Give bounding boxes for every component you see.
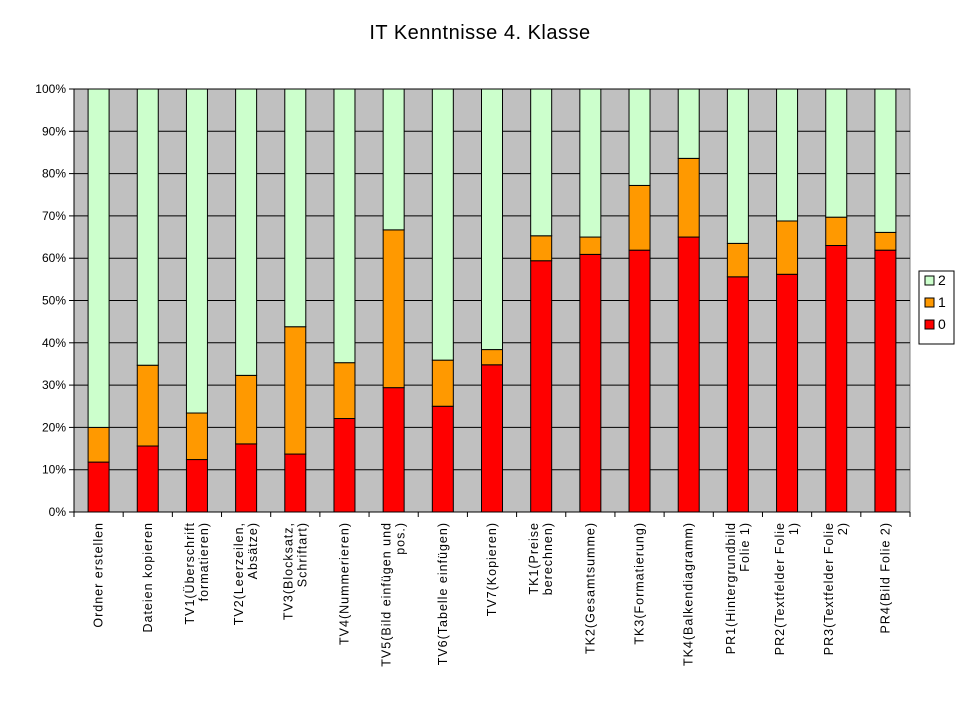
legend-swatch-2 <box>924 275 935 286</box>
bar-segment-series-2 <box>87 88 110 428</box>
bar-segment-series-2 <box>235 88 258 376</box>
bar-segment-series-1 <box>825 216 848 247</box>
bar-segment-series-0 <box>726 276 749 513</box>
bar-segment-series-1 <box>136 364 159 447</box>
bar-segment-series-1 <box>185 412 208 461</box>
bar-segment-series-1 <box>628 184 651 251</box>
bar-segment-series-0 <box>874 249 897 513</box>
bar-segment-series-1 <box>776 220 799 275</box>
bar-segment-series-1 <box>382 229 405 389</box>
legend-label-2: 2 <box>938 272 946 288</box>
y-tick-label: 50% <box>42 294 66 308</box>
x-tick-label: PR4(Bild Folie 2) <box>878 522 892 633</box>
bar-segment-series-0 <box>579 253 602 513</box>
y-tick-label: 60% <box>42 251 66 265</box>
x-tick-label: TV7(Kopieren) <box>485 522 499 616</box>
bar-segment-series-1 <box>726 242 749 278</box>
bar-segment-series-1 <box>87 426 110 463</box>
bar-segment-series-0 <box>136 445 159 513</box>
x-tick-label: TV3(Blocksatz,Schriftart) <box>281 522 309 620</box>
bar-segment-series-1 <box>874 231 897 251</box>
x-tick-label: TV6(Tabelle einfügen) <box>436 522 450 665</box>
bar-segment-series-0 <box>235 443 258 513</box>
bar-segment-series-0 <box>87 461 110 513</box>
bar-segment-series-2 <box>677 88 700 159</box>
bar-segment-series-2 <box>333 88 356 364</box>
legend: 2 1 0 <box>918 270 955 345</box>
y-tick-labels: 0% 10% 20% 30% 40% 50% 60% 70% 80% 90% 100% <box>35 82 66 519</box>
bar-segment-series-2 <box>825 88 848 218</box>
bar-segment-series-0 <box>382 387 405 513</box>
x-tick-label: TV4(Nummerieren) <box>338 522 352 645</box>
x-tick-label: PR1(HintergrundbildFolie 1) <box>724 522 752 654</box>
bar-segment-series-1 <box>235 374 258 445</box>
x-tick-label: PR3(Textfelder Folie2) <box>822 522 850 655</box>
x-tick-labels: Ordner erstellen Dateien kopieren TV1(Über… <box>92 522 893 667</box>
bar-segment-series-2 <box>874 88 897 233</box>
bar-segment-series-0 <box>284 453 307 513</box>
y-tick-label: 100% <box>35 82 66 96</box>
x-tick-label: Ordner erstellen <box>92 522 106 628</box>
bar-segment-series-0 <box>333 418 356 513</box>
bar-segment-series-1 <box>284 326 307 455</box>
bar-segment-series-1 <box>579 236 602 255</box>
chart-title: IT Kenntnisse 4. Klasse <box>369 22 591 44</box>
bar-segment-series-1 <box>431 359 454 407</box>
y-tick-label: 30% <box>42 378 66 392</box>
y-tick-label: 90% <box>42 124 66 138</box>
bar-segment-series-2 <box>628 88 651 186</box>
x-tick-label: PR2(Textfelder Folie1) <box>773 522 801 655</box>
x-tick-label: TK2(Gesamtsumme) <box>583 522 597 654</box>
legend-swatch-0 <box>924 319 935 330</box>
legend-label-1: 1 <box>938 294 946 310</box>
y-tick-label: 20% <box>42 420 66 434</box>
x-tick-label: TK1(Preiseberechnen) <box>527 522 555 595</box>
y-tick-label: 70% <box>42 209 66 223</box>
bar-segment-series-0 <box>185 459 208 513</box>
bar-segment-series-1 <box>530 235 553 262</box>
bar-segment-series-0 <box>776 273 799 513</box>
axes <box>69 88 911 517</box>
bar-segment-series-2 <box>431 88 454 361</box>
x-tick-label: TV1(Überschriftformatieren) <box>183 522 211 625</box>
y-tick-label: 10% <box>42 463 66 477</box>
y-tick-label: 0% <box>49 505 67 519</box>
bar-segment-series-0 <box>481 364 503 513</box>
y-tick-label: 40% <box>42 336 66 350</box>
legend-swatch-1 <box>924 297 935 308</box>
bar-segment-series-2 <box>185 88 208 414</box>
x-tick-label: TV2(Leerzeilen,Absätze) <box>232 522 260 625</box>
bar-segment-series-2 <box>776 88 799 222</box>
bar-segment-series-0 <box>825 245 848 513</box>
legend-box <box>918 270 955 345</box>
bar-segment-series-1 <box>677 157 700 238</box>
legend-label-0: 0 <box>938 316 946 332</box>
bar-segment-series-1 <box>481 349 503 366</box>
bar-segment-series-0 <box>530 260 553 513</box>
x-tick-label: TK3(Formatierung) <box>633 522 647 645</box>
bar-segment-series-2 <box>136 88 159 366</box>
y-tick-label: 80% <box>42 167 66 181</box>
bar-segment-series-2 <box>726 88 749 244</box>
bar-segment-series-1 <box>333 362 356 420</box>
x-tick-label: TV5(Bild einfügen undpos.) <box>380 522 408 667</box>
bar-segment-series-2 <box>284 88 307 328</box>
bar-segment-series-2 <box>579 88 602 238</box>
bar-segment-series-0 <box>431 405 454 513</box>
bar-segment-series-2 <box>382 88 405 231</box>
x-tick-label: TK4(Balkendiagramm) <box>682 522 696 666</box>
bar-segment-series-0 <box>628 249 651 513</box>
bar-segment-series-2 <box>481 88 503 351</box>
bars <box>87 88 897 513</box>
x-tick-label: Dateien kopieren <box>141 522 155 633</box>
bar-segment-series-2 <box>530 88 553 237</box>
bar-segment-series-0 <box>677 236 700 513</box>
